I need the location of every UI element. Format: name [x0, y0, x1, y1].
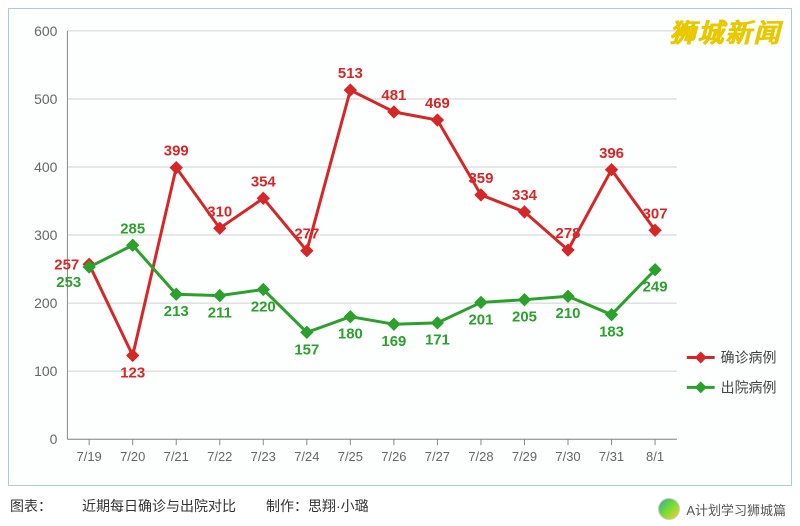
svg-text:334: 334	[512, 187, 538, 204]
svg-text:210: 210	[556, 305, 581, 322]
svg-text:7/21: 7/21	[164, 449, 189, 464]
svg-text:7/27: 7/27	[425, 449, 450, 464]
svg-text:354: 354	[251, 173, 277, 190]
svg-text:500: 500	[34, 91, 58, 107]
svg-text:7/19: 7/19	[77, 449, 102, 464]
svg-text:300: 300	[34, 227, 58, 243]
svg-text:400: 400	[34, 159, 58, 175]
svg-text:7/26: 7/26	[381, 449, 406, 464]
svg-text:183: 183	[599, 324, 624, 341]
caption-title: 近期每日确诊与出院对比	[82, 496, 236, 516]
svg-text:7/31: 7/31	[599, 449, 624, 464]
svg-text:481: 481	[381, 87, 406, 104]
svg-text:285: 285	[120, 220, 145, 237]
svg-text:7/28: 7/28	[468, 449, 493, 464]
line-chart: 0 100 200 300 400 500 600 7/19 7/20 7/21 7/22 7/23 7…	[9, 9, 791, 485]
svg-text:257: 257	[54, 256, 79, 273]
brand-text: A计划学习狮城篇	[686, 500, 786, 519]
caption-prefix: 图表：	[10, 496, 52, 516]
svg-text:253: 253	[56, 274, 81, 291]
svg-text:205: 205	[512, 309, 537, 326]
svg-text:469: 469	[425, 95, 450, 112]
svg-text:171: 171	[425, 332, 450, 349]
svg-text:249: 249	[643, 279, 668, 296]
svg-text:7/22: 7/22	[207, 449, 232, 464]
svg-text:123: 123	[120, 364, 145, 381]
svg-text:确诊病例: 确诊病例	[721, 350, 777, 366]
svg-text:600: 600	[34, 23, 58, 39]
svg-text:513: 513	[338, 65, 363, 82]
svg-text:100: 100	[34, 363, 58, 379]
svg-text:157: 157	[294, 341, 319, 358]
svg-text:8/1: 8/1	[646, 449, 664, 464]
svg-text:399: 399	[164, 143, 189, 160]
svg-text:7/24: 7/24	[294, 449, 319, 464]
brand-logo-icon	[658, 498, 680, 520]
svg-text:307: 307	[643, 205, 668, 222]
svg-text:396: 396	[599, 145, 624, 162]
svg-text:7/20: 7/20	[120, 449, 145, 464]
svg-text:200: 200	[34, 295, 58, 311]
svg-text:180: 180	[338, 326, 363, 343]
maker-prefix: 制作：	[266, 496, 308, 516]
svg-text:7/29: 7/29	[512, 449, 537, 464]
maker-name: 思翔·小璐	[308, 496, 369, 516]
watermark-text: 狮城新闻	[669, 13, 781, 50]
svg-text:211: 211	[208, 305, 232, 322]
brand-badge: A计划学习狮城篇	[658, 498, 786, 520]
svg-text:7/23: 7/23	[251, 449, 276, 464]
svg-text:出院病例: 出院病例	[721, 379, 777, 395]
svg-text:0: 0	[50, 431, 58, 447]
svg-text:310: 310	[207, 203, 232, 220]
svg-text:201: 201	[468, 311, 493, 328]
svg-text:220: 220	[251, 298, 276, 315]
svg-text:7/25: 7/25	[338, 449, 363, 464]
svg-text:7/30: 7/30	[555, 449, 580, 464]
svg-text:359: 359	[468, 170, 493, 187]
svg-text:278: 278	[556, 225, 581, 242]
svg-text:277: 277	[294, 226, 319, 243]
svg-text:213: 213	[164, 303, 189, 320]
svg-text:169: 169	[381, 333, 406, 350]
